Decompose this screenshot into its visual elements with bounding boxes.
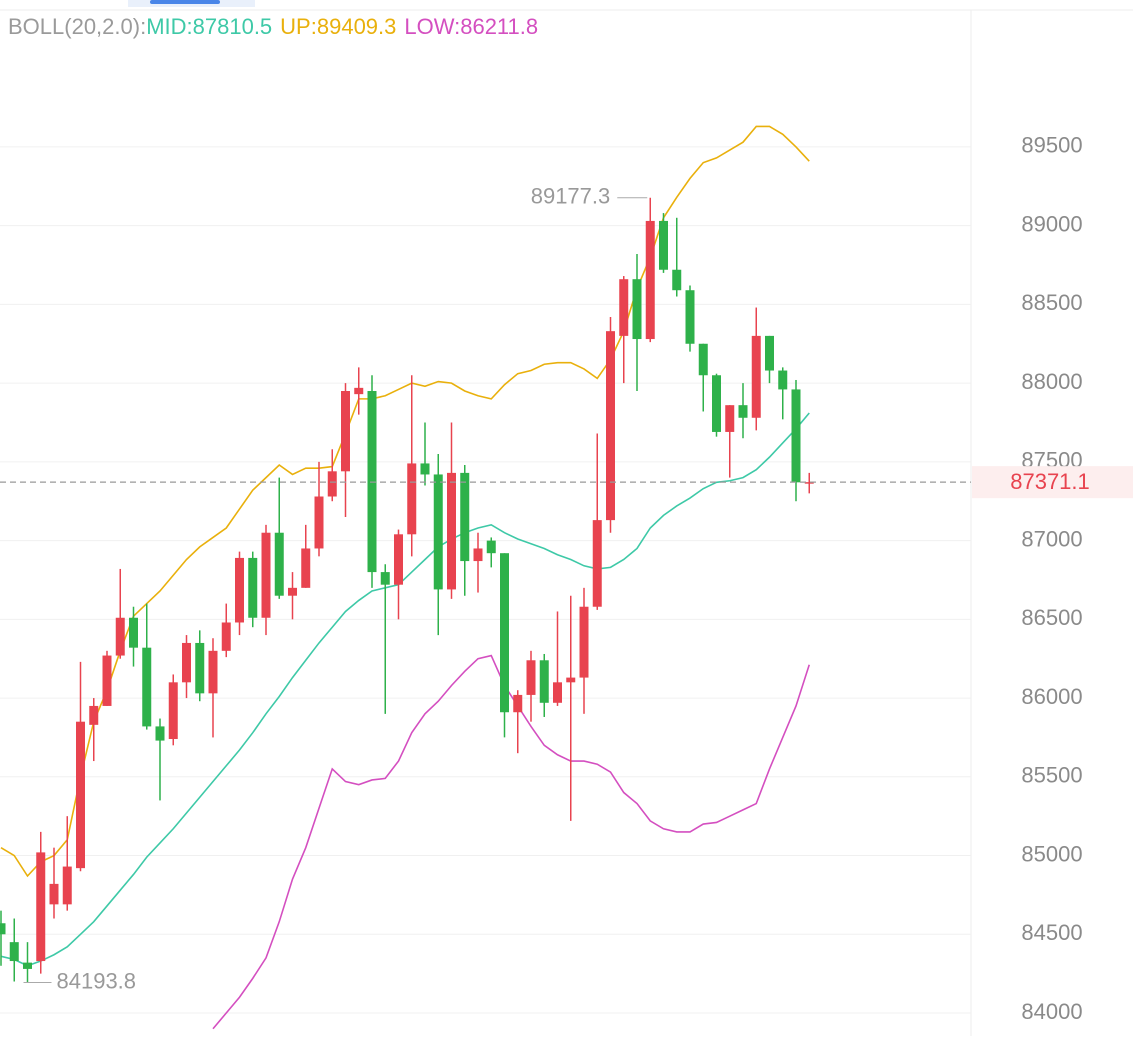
legend-text: 87810.5 [193, 14, 273, 39]
candle-body [659, 220, 668, 270]
legend-text: LOW: [404, 14, 460, 39]
candle-body [102, 655, 112, 706]
candle-body [261, 532, 271, 618]
candle-body [341, 390, 350, 472]
candle-body [553, 682, 562, 703]
candle-body [539, 660, 549, 703]
candle-body [62, 866, 72, 905]
candle-body [49, 883, 59, 905]
candle-body [235, 557, 244, 623]
candle-body [672, 269, 682, 291]
y-tick-label: 86500 [1021, 605, 1082, 630]
y-tick-label: 85000 [1021, 841, 1082, 866]
y-tick-label: 89000 [1021, 211, 1082, 236]
candle-body [685, 290, 695, 344]
candle-body [513, 694, 523, 713]
candle-body [619, 279, 629, 336]
y-tick-label: 88500 [1021, 290, 1082, 315]
candle-body [9, 942, 19, 962]
candle-body [566, 677, 576, 683]
candle-body [221, 622, 231, 651]
candle-body [36, 852, 46, 962]
y-tick-label: 84500 [1021, 920, 1082, 945]
boll-line [0, 125, 810, 878]
price-box [972, 466, 1133, 499]
candle-body [500, 553, 509, 713]
boll-line [0, 412, 810, 967]
min-label: 84193.8 [57, 968, 137, 993]
legend-text: UP: [280, 14, 317, 39]
y-tick-label: 84000 [1021, 999, 1082, 1024]
y-tick-label: 87000 [1021, 526, 1082, 551]
candle-body [791, 389, 801, 483]
boll-line [212, 654, 811, 1030]
price-label: 87371.1 [1010, 469, 1090, 494]
candle-body [420, 463, 430, 475]
candle-body [698, 343, 708, 376]
legend-text: BOLL(20,2.0): [8, 14, 146, 39]
candle-body [804, 482, 814, 484]
candle-body [314, 496, 324, 549]
candle-body [301, 548, 311, 588]
y-tick-label: 86000 [1021, 684, 1082, 709]
candle-body [460, 472, 470, 562]
candle-body [248, 557, 258, 618]
candle-body [778, 370, 788, 390]
candle-body [433, 474, 443, 590]
candle-body [0, 923, 6, 935]
candle-body [380, 572, 390, 585]
candle-body [23, 962, 32, 969]
candle-body [738, 405, 748, 418]
candle-body [274, 532, 284, 596]
candle-body [354, 387, 364, 395]
candle-body [142, 647, 152, 727]
candle-body [447, 472, 456, 590]
candle-body [712, 375, 721, 432]
candle-body [168, 682, 178, 740]
tab-indicator [150, 0, 220, 4]
candle-body [367, 390, 377, 573]
y-tick-label: 89500 [1021, 133, 1082, 158]
legend-text: 86211.8 [460, 14, 538, 39]
candle-body [765, 335, 774, 371]
candle-body [632, 279, 642, 340]
candle-body [751, 335, 761, 418]
candle-body [89, 705, 99, 725]
candle-body [592, 520, 602, 607]
candle-body [288, 587, 297, 596]
candle-body [606, 331, 615, 521]
candle-body [725, 405, 735, 432]
candle-body [526, 660, 536, 695]
candle-body [182, 642, 191, 683]
candle-body [76, 721, 85, 869]
candle-body [645, 220, 655, 340]
legend: BOLL(20,2.0):MID:87810.5 UP:89409.3 LOW:86… [8, 14, 538, 39]
candle-body [579, 606, 589, 678]
candle-body [473, 548, 483, 562]
y-tick-label: 85500 [1021, 763, 1082, 788]
y-tick-label: 88000 [1021, 369, 1082, 394]
legend-text: MID: [146, 14, 192, 39]
candle-body [115, 617, 125, 656]
max-label: 89177.3 [531, 184, 611, 209]
candle-body [208, 650, 218, 694]
candle-body [486, 540, 496, 554]
candle-body [155, 726, 165, 741]
candle-body [394, 534, 403, 585]
candle-body [327, 471, 337, 497]
candle-body [195, 642, 205, 694]
legend-text: 89409.3 [317, 14, 397, 39]
candle-body [129, 617, 138, 648]
candle-body [407, 463, 417, 535]
